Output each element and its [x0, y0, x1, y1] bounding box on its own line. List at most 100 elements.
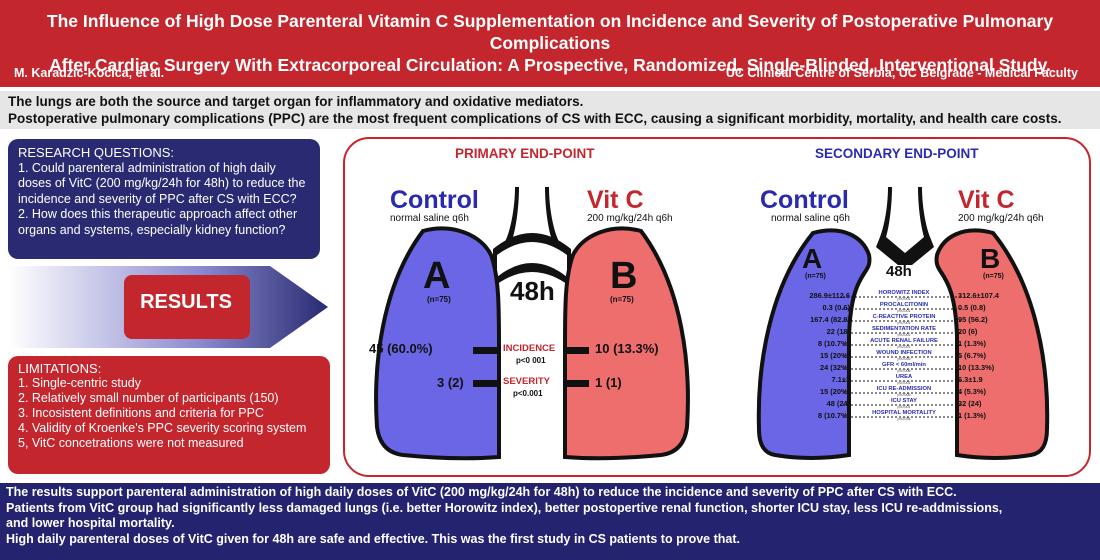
- intro-line-1: The lungs are both the source and target…: [8, 94, 584, 109]
- secondary-row-p: p<0.001: [897, 297, 911, 301]
- secondary-row-control: 0.3 (0.6): [822, 303, 850, 312]
- secondary-endpoint-title: SECONDARY END-POINT: [815, 146, 979, 161]
- secondary-row-p: p=0.039: [897, 357, 911, 361]
- primary-incidence-control: 45 (60.0%): [369, 341, 433, 356]
- lungs-illustration: [374, 187, 1050, 461]
- secondary-row-vitc: 95 (56.2): [958, 315, 988, 324]
- primary-severity-control: 3 (2): [437, 375, 464, 390]
- secondary-row-vitc: 312.6±107.4: [958, 291, 1000, 300]
- secondary-row-vitc: 1 (1.3%): [958, 339, 986, 348]
- secondary-control-sub: normal saline q6h: [771, 213, 850, 224]
- limitation-item: 4. Validity of Kroenke's PPC severity sc…: [18, 421, 307, 435]
- secondary-row-p: p<0.001: [897, 381, 911, 385]
- primary-vitc-label: Vit C: [587, 186, 644, 214]
- research-questions-box: RESEARCH QUESTIONS: 1. Could parenteral …: [8, 139, 320, 259]
- primary-group-b-n: (n=75): [610, 295, 634, 304]
- secondary-row-control: 15 (20%): [820, 387, 850, 396]
- secondary-row-control: 48 (24): [826, 399, 850, 408]
- secondary-row-vitc: 20 (6): [958, 327, 978, 336]
- primary-duration: 48h: [510, 276, 555, 306]
- conclusion-line-2: Patients from VitC group had significant…: [6, 500, 1003, 515]
- limitation-item: 2. Relatively small number of participan…: [18, 391, 279, 405]
- secondary-row-label: UREA: [895, 374, 913, 380]
- secondary-row-label: WOUND INFECTION: [876, 350, 932, 356]
- secondary-row-label: GFR < 60ml/min: [882, 362, 926, 368]
- secondary-group-a: A: [802, 243, 823, 274]
- authors: M. Karadzic-Kocica, et al.: [14, 66, 165, 80]
- secondary-row-vitc: 5 (6.7%): [958, 351, 986, 360]
- primary-endpoint-title: PRIMARY END-POINT: [455, 146, 595, 161]
- intro-line-2: Postoperative pulmonary complications (P…: [8, 111, 1062, 126]
- secondary-row-vitc: 10 (13.3%): [958, 363, 995, 372]
- secondary-row-control: 24 (32%): [820, 363, 850, 372]
- primary-trachea-icon: [493, 187, 571, 287]
- secondary-row-control: 286.9±112.6: [809, 291, 850, 300]
- secondary-row-p: p=0.005: [897, 393, 911, 397]
- primary-group-a-n: (n=75): [427, 295, 451, 304]
- conclusion-line-4: High daily parenteral doses of VitC give…: [6, 531, 740, 546]
- secondary-group-b: B: [980, 243, 1001, 274]
- secondary-row-label: ICU RE-ADMISSION: [876, 386, 932, 392]
- secondary-vitc-lung-icon: [934, 228, 1050, 460]
- secondary-row-vitc: 6.3±1.9: [958, 375, 983, 384]
- primary-control-label: Control: [390, 186, 479, 214]
- secondary-row-control: 7.1±3: [831, 375, 850, 384]
- secondary-row-vitc: 0.5 (0.8): [958, 303, 986, 312]
- secondary-row-control: 22 (18): [826, 327, 850, 336]
- limitation-item: 3. Incosistent definitions and criteria …: [18, 406, 264, 420]
- secondary-control-label: Control: [760, 186, 849, 214]
- secondary-control-lung-icon: [756, 228, 872, 460]
- secondary-trachea-icon: [876, 187, 934, 265]
- poster-title: The Influence of High Dose Parenteral Vi…: [0, 10, 1100, 76]
- conclusion-banner: The results support parenteral administr…: [0, 483, 1100, 560]
- secondary-row-control: 15 (20%): [820, 351, 850, 360]
- primary-severity-vitc: 1 (1): [595, 375, 622, 390]
- limitation-item: 5, VitC concetrations were not measured: [18, 436, 244, 450]
- secondary-row-p: p<0.001: [897, 321, 911, 325]
- limitation-item: 1. Single-centric study: [18, 376, 141, 390]
- secondary-row-label: SEDIMENTATION RATE: [871, 326, 937, 332]
- header-banner: The Influence of High Dose Parenteral Vi…: [0, 0, 1100, 87]
- primary-control-sub: normal saline q6h: [390, 213, 469, 224]
- limitations-box: LIMITATIONS: 1. Single-centric study 2. …: [8, 356, 330, 474]
- primary-severity-p: p<0.001: [513, 389, 543, 398]
- title-line-2: After Cardiac Surgery With Extracorporea…: [49, 55, 1051, 75]
- research-question-2: 2. How does this therapeutic approach af…: [18, 207, 298, 237]
- primary-vitc-lung-icon: [563, 226, 690, 461]
- secondary-duration: 48h: [886, 263, 912, 280]
- affiliation: UC Clinical Centre of Serbia, UC Belgrad…: [725, 66, 1078, 80]
- secondary-row-control: 8 (10.7%): [817, 411, 850, 420]
- secondary-vitc-sub: 200 mg/kg/24h q6h: [958, 213, 1044, 224]
- secondary-row-label: PROCALCITONIN: [879, 302, 929, 308]
- limitations-heading: LIMITATIONS:: [18, 361, 102, 376]
- secondary-row-vitc: 1 (1.3%): [958, 411, 986, 420]
- conclusion-line-1: The results support parenteral administr…: [6, 485, 957, 499]
- primary-group-a: A: [423, 255, 451, 297]
- results-label: RESULTS: [140, 291, 232, 313]
- primary-incidence-p: p<0 001: [516, 356, 546, 365]
- secondary-row-label: ICU STAY: [890, 398, 918, 404]
- secondary-row-p: p<0.001: [897, 345, 911, 349]
- primary-control-lung-icon: [374, 226, 501, 461]
- secondary-row-p: p<0.001: [897, 309, 911, 313]
- primary-incidence-vitc: 10 (13.3%): [595, 341, 659, 356]
- conclusion-line-3: and lower hospital mortality.: [6, 516, 175, 530]
- secondary-row-control: 8 (10.7%): [817, 339, 850, 348]
- results-arrow-icon: [8, 266, 328, 348]
- secondary-row-p: p<0.001: [897, 405, 911, 409]
- research-questions-heading: RESEARCH QUESTIONS:: [18, 145, 175, 160]
- secondary-vitc-label: Vit C: [958, 186, 1015, 214]
- secondary-row-label: HOROWITZ INDEX: [878, 290, 930, 296]
- primary-vitc-sub: 200 mg/kg/24h q6h: [587, 213, 673, 224]
- secondary-row-label: ACUTE RENAL FAILURE: [870, 338, 938, 344]
- secondary-row-label: HOSPITAL MORTALITY: [872, 410, 936, 416]
- secondary-row-vitc: 32 (24): [958, 399, 982, 408]
- secondary-row-control: 167.4 (82.9): [810, 315, 850, 324]
- intro-banner: The lungs are both the source and target…: [0, 91, 1100, 129]
- title-line-1: The Influence of High Dose Parenteral Vi…: [46, 11, 1054, 53]
- secondary-row-p: p=0.034: [897, 417, 911, 421]
- secondary-row-vitc: 4 (5.3%): [958, 387, 986, 396]
- primary-severity-label: SEVERITY: [503, 376, 550, 387]
- primary-group-b: B: [610, 255, 638, 297]
- primary-incidence-label: INCIDENCE: [503, 343, 556, 354]
